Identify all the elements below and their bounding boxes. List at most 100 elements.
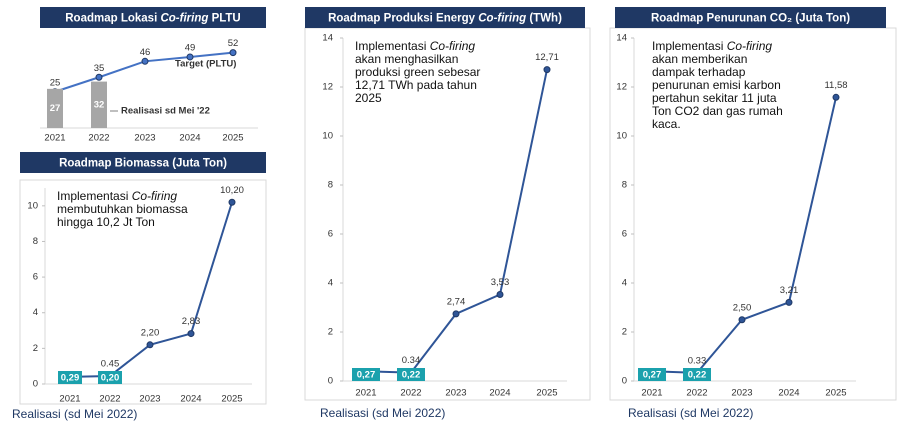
chart-title: Roadmap Lokasi Co-firing PLTU xyxy=(65,13,241,25)
point xyxy=(543,66,551,74)
y-tick-label: 0 xyxy=(33,379,38,390)
realisasi-tag xyxy=(58,371,82,384)
annotation-line: kaca. xyxy=(652,117,681,131)
annotation-part: Implementasi xyxy=(652,39,727,53)
point xyxy=(229,49,237,57)
data-label: 2,74 xyxy=(447,296,466,307)
realisasi-tag xyxy=(352,368,380,381)
realisasi-label: 0,20 xyxy=(101,373,120,384)
x-tick-label: 2024 xyxy=(489,388,510,399)
annotation-line: produksi green sebesar xyxy=(355,65,480,79)
data-label: 11,58 xyxy=(824,80,847,91)
title-part: Roadmap Produksi Energy xyxy=(328,13,478,25)
y-tick-label: 4 xyxy=(328,278,333,289)
y-tick-label: 14 xyxy=(322,33,333,44)
y-tick-label: 0 xyxy=(622,376,627,387)
annotation-line: akan memberikan xyxy=(652,52,747,66)
point xyxy=(452,310,460,318)
annotation-part: Co-firing xyxy=(727,39,773,53)
x-tick-label: 2024 xyxy=(778,388,799,399)
x-tick-label: 2025 xyxy=(222,133,243,144)
chart-title: Roadmap Produksi Energy Co-firing (TWh) xyxy=(328,13,562,25)
title-part: PLTU xyxy=(208,13,240,25)
bar-label: 27 xyxy=(50,103,61,114)
title-bar xyxy=(40,7,266,28)
data-label: 12,71 xyxy=(535,52,559,63)
annotation-part: Co-firing xyxy=(132,189,178,203)
chart-title: Roadmap Biomassa (Juta Ton) xyxy=(59,158,227,170)
bar-label: 32 xyxy=(94,99,105,110)
y-tick-label: 0 xyxy=(328,376,333,387)
annotation-line: Implementasi Co-firing xyxy=(57,189,177,203)
annotation-line: hingga 10,2 Jt Ton xyxy=(57,215,155,229)
annotation-line: 2025 xyxy=(355,91,382,105)
y-tick-label: 8 xyxy=(622,180,627,191)
y-tick-label: 2 xyxy=(328,327,333,338)
realisasi-caption: Realisasi (sd Mei 2022) xyxy=(628,406,753,420)
title-part: Co-firing xyxy=(478,13,526,25)
realisasi-label: 0,29 xyxy=(61,373,80,384)
realisasi-caption: Realisasi (sd Mei 2022) xyxy=(320,406,445,420)
x-tick-label: 2022 xyxy=(88,133,109,144)
title-bar xyxy=(305,7,585,28)
realisasi-label: 0,22 xyxy=(688,370,707,381)
annotation-line: Implementasi Co-firing xyxy=(652,39,772,53)
y-tick-label: 4 xyxy=(33,307,38,318)
annotation-line: membutuhkan biomassa xyxy=(57,202,188,216)
title-bar xyxy=(615,7,886,28)
point xyxy=(496,291,504,299)
x-tick-label: 2022 xyxy=(400,388,421,399)
x-tick-label: 2025 xyxy=(221,394,242,405)
data-label: 3,21 xyxy=(780,285,799,296)
x-tick-label: 2023 xyxy=(731,388,752,399)
point xyxy=(738,316,746,324)
realisasi-label: 0,27 xyxy=(357,370,376,381)
x-tick-label: 2024 xyxy=(179,133,200,144)
y-tick-label: 2 xyxy=(33,343,38,354)
annotation-line: Ton CO2 dan gas rumah xyxy=(652,104,783,118)
chart-title: Roadmap Penurunan CO₂ (Juta Ton) xyxy=(651,13,850,25)
data-label: 0.34 xyxy=(402,355,421,366)
x-tick-label: 2022 xyxy=(686,388,707,399)
title-part: (TWh) xyxy=(526,13,562,25)
realisasi-label: 0,27 xyxy=(643,370,662,381)
annotation-part: Implementasi xyxy=(355,39,430,53)
point xyxy=(187,330,195,338)
x-tick-label: 2023 xyxy=(445,388,466,399)
x-tick-label: 2023 xyxy=(139,394,160,405)
annotation-line: pertahun sekitar 11 juta xyxy=(652,91,777,105)
legend-label: Realisasi sd Mei '22 xyxy=(121,106,210,117)
x-tick-label: 2025 xyxy=(536,388,557,399)
y-tick-label: 14 xyxy=(616,33,627,44)
panel-border xyxy=(19,179,267,405)
point xyxy=(228,198,236,206)
point xyxy=(785,298,793,306)
data-label: 2,83 xyxy=(182,316,201,327)
realisasi-label: 0,22 xyxy=(402,370,421,381)
data-label: 46 xyxy=(140,47,151,58)
data-label: 3,53 xyxy=(491,277,510,288)
y-tick-label: 6 xyxy=(328,229,333,240)
point xyxy=(832,93,840,101)
y-tick-label: 10 xyxy=(27,200,38,211)
y-tick-label: 8 xyxy=(33,236,38,247)
x-tick-label: 2021 xyxy=(44,133,65,144)
data-label: 35 xyxy=(94,63,105,74)
x-tick-label: 2021 xyxy=(59,394,80,405)
realisasi-tag xyxy=(683,368,711,381)
x-tick-label: 2023 xyxy=(134,133,155,144)
y-tick-label: 12 xyxy=(616,82,627,93)
annotation-line: 12,71 TWh pada tahun xyxy=(355,78,477,92)
title-bar xyxy=(20,152,266,173)
series-line xyxy=(651,97,837,374)
y-tick-label: 6 xyxy=(33,272,38,283)
realisasi-caption: Realisasi (sd Mei 2022) xyxy=(12,407,137,421)
data-label: 25 xyxy=(50,77,61,88)
annotation-line: penurunan emisi karbon xyxy=(652,78,781,92)
realisasi-tag xyxy=(638,368,666,381)
y-tick-label: 10 xyxy=(322,131,333,142)
point xyxy=(146,341,154,349)
annotation-part: Co-firing xyxy=(430,39,476,53)
annotation-line: akan menghasilkan xyxy=(355,52,458,66)
